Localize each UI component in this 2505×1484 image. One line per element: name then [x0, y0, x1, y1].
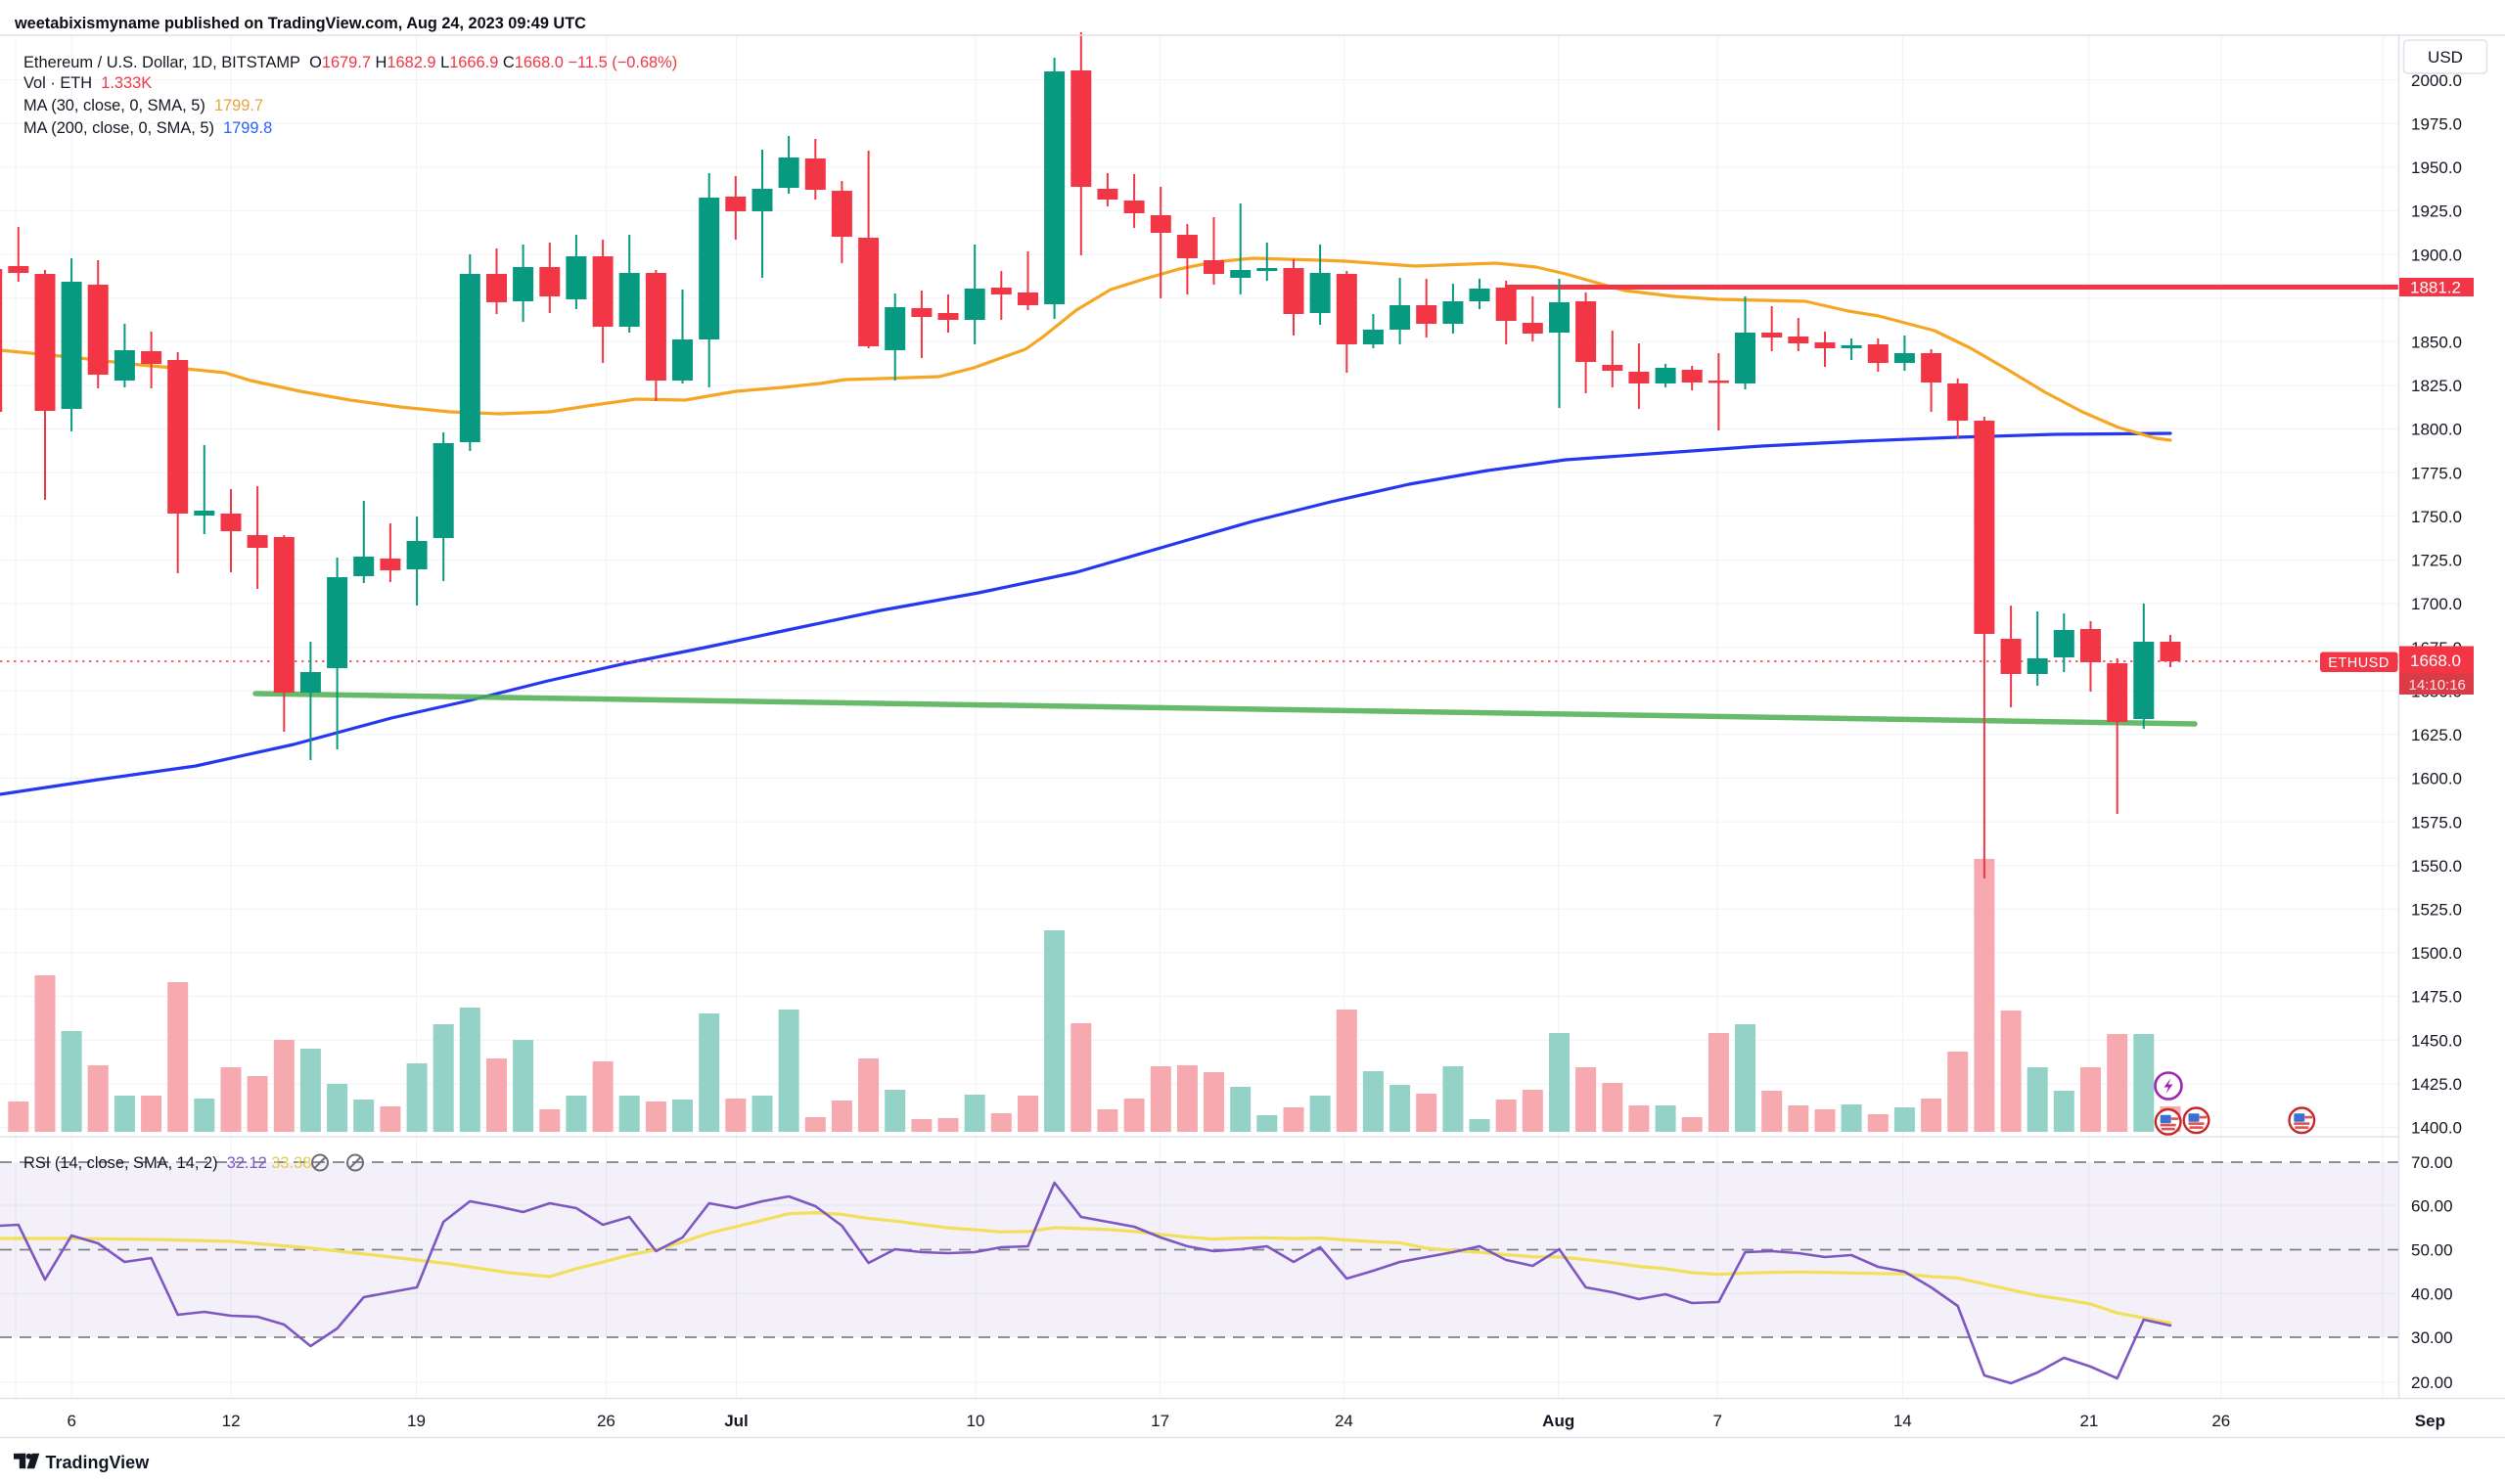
svg-text:26: 26 — [597, 1412, 615, 1430]
svg-text:1500.0: 1500.0 — [2411, 944, 2462, 963]
svg-text:1881.2: 1881.2 — [2410, 279, 2461, 297]
svg-text:10: 10 — [967, 1412, 985, 1430]
svg-text:weetabixismyname published on: weetabixismyname published on TradingVie… — [14, 15, 586, 32]
svg-text:1450.0: 1450.0 — [2411, 1031, 2462, 1050]
svg-text:1525.0: 1525.0 — [2411, 901, 2462, 920]
svg-text:19: 19 — [407, 1412, 426, 1430]
svg-text:14:10:16: 14:10:16 — [2409, 677, 2466, 694]
svg-text:60.00: 60.00 — [2411, 1197, 2453, 1216]
svg-text:Vol · ETH 1.333K: Vol · ETH 1.333K — [23, 74, 152, 92]
svg-text:17: 17 — [1151, 1412, 1169, 1430]
svg-text:1750.0: 1750.0 — [2411, 508, 2462, 526]
svg-text:14: 14 — [1893, 1412, 1912, 1430]
svg-text:1800.0: 1800.0 — [2411, 421, 2462, 439]
svg-text:30.00: 30.00 — [2411, 1328, 2453, 1347]
svg-text:7: 7 — [1712, 1412, 1721, 1430]
svg-text:MA (200, close, 0, SMA, 5) 17: MA (200, close, 0, SMA, 5) 1799.8 — [23, 119, 272, 137]
svg-text:1625.0: 1625.0 — [2411, 726, 2462, 744]
svg-text:1775.0: 1775.0 — [2411, 464, 2462, 482]
svg-text:ETHUSD: ETHUSD — [2328, 655, 2390, 671]
svg-text:40.00: 40.00 — [2411, 1285, 2453, 1304]
svg-text:Sep: Sep — [2415, 1412, 2445, 1430]
svg-text:26: 26 — [2211, 1412, 2230, 1430]
svg-text:2000.0: 2000.0 — [2411, 71, 2462, 90]
svg-text:6: 6 — [67, 1412, 75, 1430]
svg-text:Jul: Jul — [724, 1412, 749, 1430]
svg-text:Aug: Aug — [1542, 1412, 1574, 1430]
svg-text:1950.0: 1950.0 — [2411, 158, 2462, 177]
svg-text:1575.0: 1575.0 — [2411, 813, 2462, 832]
svg-text:TradingView: TradingView — [46, 1453, 151, 1472]
svg-text:1400.0: 1400.0 — [2411, 1119, 2462, 1138]
svg-text:RSI (14, close, SMA, 14, 2) 3: RSI (14, close, SMA, 14, 2) 32.12 33.38 — [23, 1154, 311, 1172]
svg-text:1668.0: 1668.0 — [2410, 652, 2461, 670]
svg-text:1700.0: 1700.0 — [2411, 595, 2462, 613]
svg-text:70.00: 70.00 — [2411, 1153, 2453, 1172]
svg-text:21: 21 — [2079, 1412, 2098, 1430]
svg-text:1900.0: 1900.0 — [2411, 246, 2462, 264]
svg-text:1475.0: 1475.0 — [2411, 988, 2462, 1007]
svg-text:MA (30, close, 0, SMA, 5) 179: MA (30, close, 0, SMA, 5) 1799.7 — [23, 97, 263, 114]
svg-text:50.00: 50.00 — [2411, 1241, 2453, 1260]
svg-text:20.00: 20.00 — [2411, 1373, 2453, 1392]
svg-text:1425.0: 1425.0 — [2411, 1075, 2462, 1094]
svg-text:1725.0: 1725.0 — [2411, 552, 2462, 570]
svg-text:1600.0: 1600.0 — [2411, 770, 2462, 788]
svg-text:USD: USD — [2428, 48, 2463, 67]
svg-text:12: 12 — [222, 1412, 241, 1430]
svg-text:Ethereum / U.S. Dollar, 1D, BI: Ethereum / U.S. Dollar, 1D, BITSTAMP O16… — [23, 54, 677, 71]
svg-text:1850.0: 1850.0 — [2411, 334, 2462, 352]
svg-text:1975.0: 1975.0 — [2411, 114, 2462, 133]
svg-text:1825.0: 1825.0 — [2411, 377, 2462, 395]
svg-text:24: 24 — [1335, 1412, 1353, 1430]
svg-text:1925.0: 1925.0 — [2411, 202, 2462, 221]
svg-text:1550.0: 1550.0 — [2411, 857, 2462, 876]
